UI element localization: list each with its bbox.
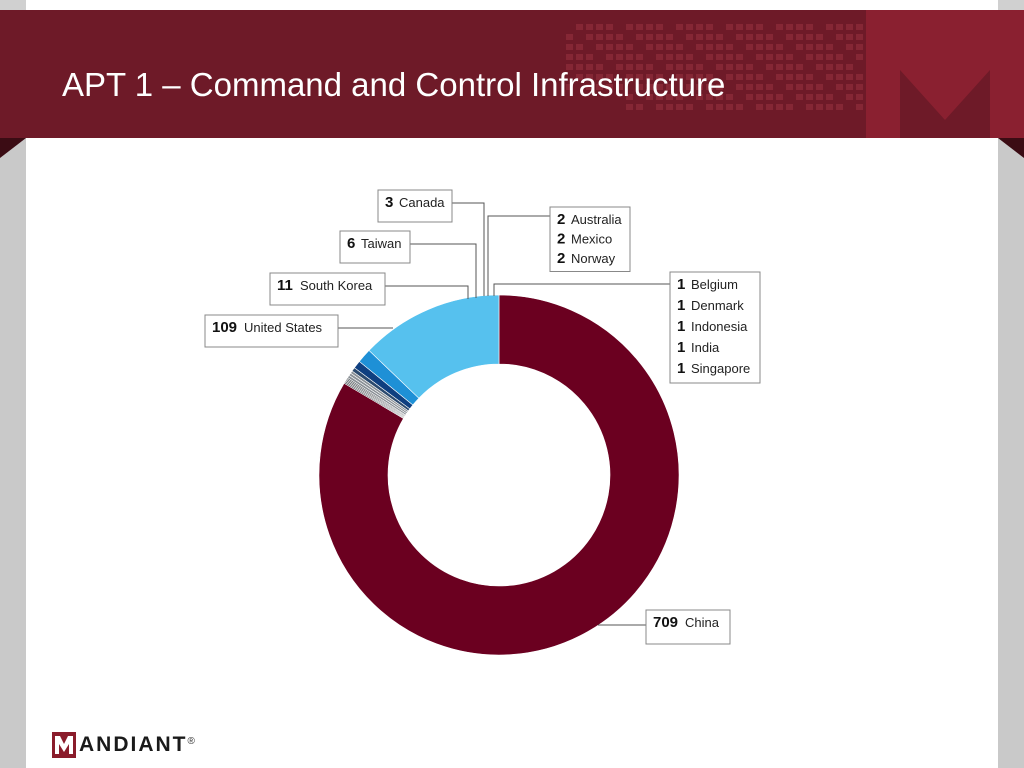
logo-wordmark: ANDIANT [79,733,188,756]
callout-leader-line [410,243,477,298]
callout-south-korea: 11 South Korea [269,272,469,306]
callout-twos: 2 Australia 2 Mexico 2 Norway [487,206,631,296]
callout-taiwan: 6 Taiwan [339,230,477,298]
slice-china [318,294,680,656]
callout-leader-line [487,215,550,296]
callout-value: 109 [212,319,237,336]
callout-value: 2 [557,231,565,248]
callout-value: 2 [557,211,565,228]
logo-registered: ® [187,736,195,747]
callout-label: Australia [571,212,622,227]
callout-value: 1 [677,297,685,314]
callout-value: 709 [653,614,678,631]
banner-fold-left [0,138,26,158]
callout-canada: 3 Canada [377,189,485,296]
callout-frame [669,271,761,384]
callout-frame [269,272,386,306]
callout-label: India [691,340,720,355]
callout-united-states: 109 United States [204,314,393,348]
callout-leader-line [385,285,469,299]
callout-leader-line [452,202,485,296]
title-banner [0,10,1024,138]
callout-label: Taiwan [361,236,401,251]
callout-value: 6 [347,235,355,252]
callout-china: 709 China [598,609,731,645]
callout-frame [549,206,631,272]
callout-label: Indonesia [691,319,748,334]
m-logo-watermark [866,10,1024,138]
callout-label: Singapore [691,361,750,376]
callout-label: Mexico [571,232,612,247]
callout-label: Canada [399,195,445,210]
callout-ones: 1 Belgium 1 Denmark 1 Indonesia 1 India 1 Singapo… [493,271,761,384]
callout-label: Norway [571,251,616,266]
callout-value: 11 [277,277,293,294]
callout-value: 1 [677,339,685,356]
logo-mark-icon [52,732,76,758]
page-title: APT 1 – Command and Control Infrastructu… [62,66,726,103]
callout-frame [339,230,411,264]
callout-value: 3 [385,194,393,211]
slice-united-states [368,294,500,399]
callout-value: 1 [677,360,685,377]
mandiant-logo: ANDIANT ® [52,730,195,760]
callout-value: 1 [677,276,685,293]
banner-fold-right [998,138,1024,158]
callout-value: 1 [677,318,685,335]
callout-label: China [685,615,720,630]
callout-label: United States [244,320,323,335]
callout-leader-line [493,283,670,296]
callout-frame [645,609,731,645]
callout-value: 2 [557,250,565,267]
banner-decoration [566,10,1024,138]
callout-frame [377,189,453,223]
callout-frame [204,314,339,348]
callout-label: Belgium [691,277,738,292]
callout-label: South Korea [300,278,373,293]
callout-label: Denmark [691,298,744,313]
